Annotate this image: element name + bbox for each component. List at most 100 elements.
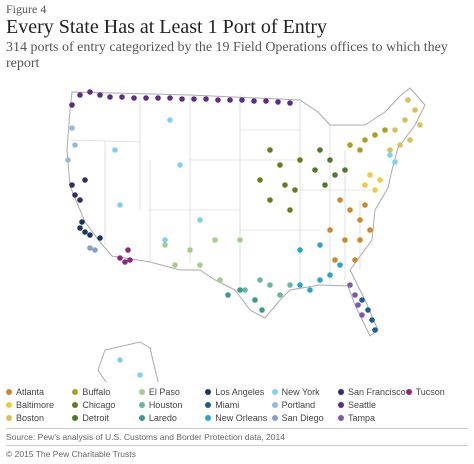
port-dot (327, 227, 333, 233)
divider (6, 445, 468, 446)
port-dot (402, 117, 408, 123)
legend-label: San Diego (281, 413, 324, 423)
legend-label: San Francisco (348, 387, 406, 397)
port-dot (87, 232, 93, 238)
port-dot (237, 237, 243, 243)
source: Source: Pew's analysis of U.S. Customs a… (6, 432, 285, 442)
port-dot (367, 172, 373, 178)
legend-swatch (138, 415, 145, 421)
port-dot (239, 97, 245, 103)
port-dot (362, 202, 368, 208)
port-dot (267, 282, 273, 288)
port-dot (191, 96, 197, 102)
port-dot (127, 257, 133, 263)
port-dot (372, 132, 378, 138)
port-dot (337, 197, 343, 203)
port-dot (72, 142, 78, 148)
legend-label: New Orleans (215, 413, 268, 423)
legend-item: Tucson (405, 386, 472, 398)
port-dot (197, 217, 203, 223)
legend-item: Seattle (338, 399, 406, 411)
legend-item: San Diego (271, 412, 338, 424)
port-dot (287, 100, 293, 106)
legend-label: Laredo (148, 413, 177, 423)
us-outline (66, 87, 426, 337)
port-dot (225, 292, 231, 298)
port-dot (297, 282, 303, 288)
port-dot (392, 159, 398, 165)
legend-item: Detroit (72, 412, 138, 424)
port-dot (197, 262, 203, 268)
port-dot (377, 177, 383, 183)
port-dot (372, 187, 378, 193)
alaska (97, 341, 159, 382)
port-dot (227, 97, 233, 103)
legend-item: New Orleans (205, 412, 271, 424)
subtitle: 314 ports of entry categorized by the 19… (6, 40, 448, 71)
port-dot (362, 137, 368, 143)
port-dot (251, 98, 257, 104)
port-dot (347, 207, 353, 213)
port-dot (267, 147, 273, 153)
legend-swatch (6, 415, 12, 421)
port-dot (125, 247, 131, 253)
port-dot (77, 225, 83, 231)
port-dot (79, 219, 85, 225)
port-dot (237, 287, 243, 293)
legend-swatch (205, 402, 212, 408)
legend-label: Los Angeles (215, 387, 265, 397)
legend-swatch (138, 389, 145, 395)
port-dot (131, 95, 137, 101)
port-dot (187, 247, 193, 253)
port-dot (257, 177, 263, 183)
legend-item: San Francisco (338, 386, 406, 398)
port-dot (77, 92, 83, 98)
port-dot (362, 182, 368, 188)
legend-label: Atlanta (16, 387, 45, 397)
legend-swatch (6, 402, 12, 408)
legend-item: Atlanta (6, 386, 72, 398)
legend-swatch (72, 415, 79, 421)
port-dot (82, 229, 88, 235)
legend-label: New York (281, 387, 320, 397)
port-dot (97, 92, 103, 98)
divider (6, 428, 468, 429)
port-dot (263, 98, 269, 104)
port-dot (112, 147, 118, 153)
port-dot (69, 182, 75, 188)
port-dot (117, 357, 123, 363)
legend-swatch (405, 389, 412, 395)
port-dot (365, 307, 371, 313)
port-dot (382, 127, 388, 133)
port-dot (107, 94, 113, 100)
port-dot (332, 172, 338, 178)
port-dot (155, 95, 161, 101)
port-dot (357, 147, 363, 153)
legend: Atlanta Baltimore Boston Buffalo Chicago Detr… (6, 386, 472, 424)
port-dot (405, 97, 411, 103)
port-dot (327, 272, 333, 278)
port-dots (65, 89, 423, 378)
port-dot (119, 94, 125, 100)
port-dot (322, 182, 328, 188)
legend-swatch (205, 415, 212, 421)
port-dot (292, 187, 298, 193)
legend-swatch (6, 389, 12, 395)
legend-label: Boston (16, 413, 45, 423)
port-dot (297, 247, 303, 253)
state-lines (69, 95, 372, 290)
legend-item: Miami (205, 399, 271, 411)
legend-swatch (72, 389, 79, 395)
legend-swatch (271, 389, 278, 395)
legend-swatch (338, 402, 345, 408)
legend-swatch (138, 402, 145, 408)
legend-label: Buffalo (82, 387, 111, 397)
port-dot (347, 142, 353, 148)
copyright: © 2015 The Pew Charitable Trusts (6, 449, 136, 459)
legend-label: Detroit (82, 413, 109, 423)
port-dot (252, 297, 258, 303)
port-dot (287, 282, 293, 288)
port-dot (317, 242, 323, 248)
port-dot (143, 95, 149, 101)
port-dot (397, 142, 403, 148)
